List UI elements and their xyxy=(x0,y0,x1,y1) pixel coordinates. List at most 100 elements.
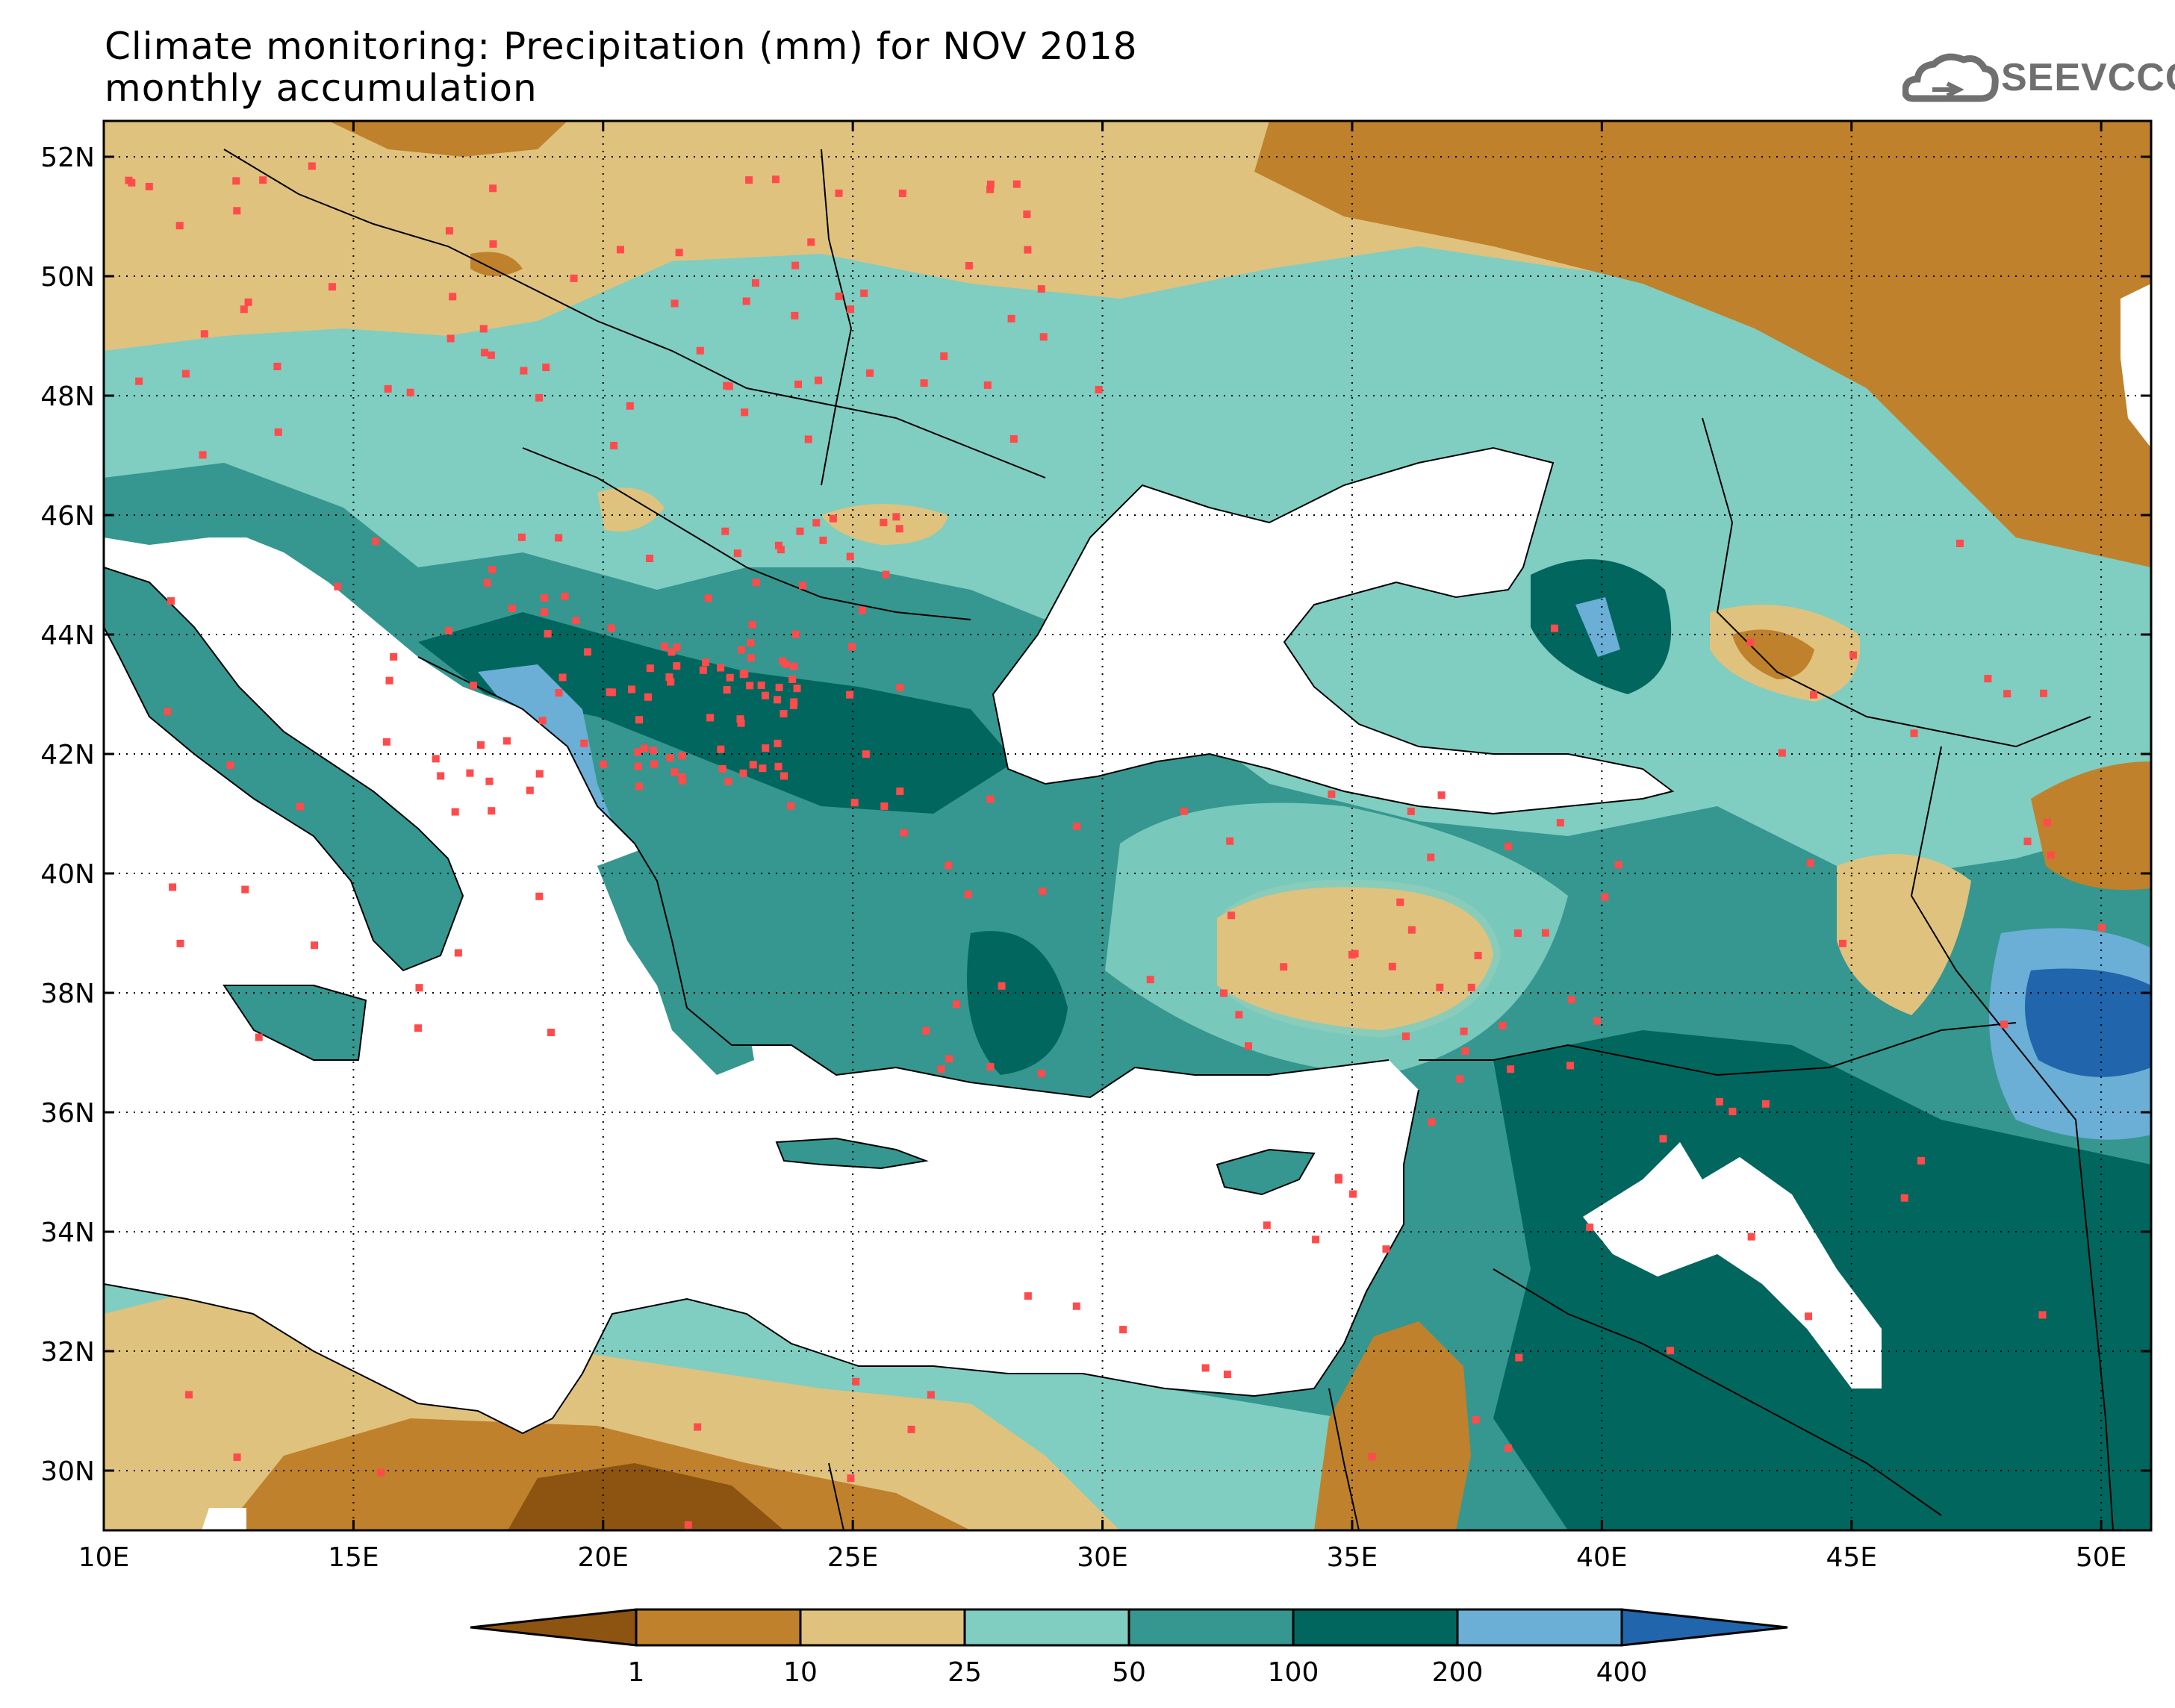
station-marker xyxy=(1396,898,1404,906)
latitude-labels: 30N 32N 34N 36N 38N 40N 42N 44N 46N 48N 50N 52N xyxy=(40,143,95,1487)
lat-tick-label: 38N xyxy=(40,979,95,1009)
no-data-libya-south xyxy=(202,1508,246,1530)
station-marker xyxy=(670,768,679,776)
station-marker xyxy=(1119,1326,1127,1334)
field-1-10-north xyxy=(329,121,567,157)
station-marker xyxy=(940,352,948,361)
lat-tick-label: 42N xyxy=(40,740,95,770)
station-marker xyxy=(880,518,888,526)
station-marker xyxy=(437,772,445,780)
station-marker xyxy=(1263,1221,1271,1229)
station-marker xyxy=(1541,929,1549,937)
station-marker xyxy=(1428,1118,1436,1126)
colorbar-label: 100 xyxy=(1268,1657,1319,1688)
station-marker xyxy=(1012,180,1021,188)
station-marker xyxy=(771,175,780,184)
station-marker xyxy=(1348,950,1356,959)
colorbar-low-arrow xyxy=(470,1608,638,1647)
station-marker xyxy=(390,652,398,661)
station-marker xyxy=(774,739,782,747)
station-marker xyxy=(558,673,567,682)
field-1-10-northeast xyxy=(1254,121,2151,567)
station-marker xyxy=(945,861,953,870)
station-marker xyxy=(334,582,342,590)
station-marker xyxy=(414,1024,422,1032)
station-marker xyxy=(699,666,707,674)
graticule xyxy=(104,121,2151,1530)
station-marker xyxy=(761,691,769,699)
map-subtitle: monthly accumulation xyxy=(105,66,538,110)
station-marker xyxy=(2003,690,2011,698)
station-marker xyxy=(296,802,304,811)
station-marker xyxy=(547,1029,555,1037)
lat-tick-label: 50N xyxy=(40,262,95,293)
field-10-25-hungary xyxy=(597,487,665,532)
colorbar-segment xyxy=(1292,1608,1459,1647)
station-marker xyxy=(848,643,856,651)
colorbar-segment xyxy=(635,1608,802,1647)
station-marker xyxy=(555,534,563,542)
station-marker xyxy=(244,298,252,306)
station-marker xyxy=(1513,929,1522,938)
station-marker xyxy=(1037,1070,1045,1078)
colorbar: 1 10 25 50 100 200 400 xyxy=(470,1608,1788,1688)
lat-tick-label: 36N xyxy=(40,1098,95,1129)
station-marker xyxy=(702,658,710,667)
station-marker xyxy=(1805,1312,1813,1321)
lon-tick-label: 25E xyxy=(827,1542,879,1573)
station-marker xyxy=(790,662,798,670)
station-marker xyxy=(185,1391,193,1399)
station-marker xyxy=(542,364,550,372)
station-markers xyxy=(125,162,2106,1529)
field-10-25-anatolia-core xyxy=(1217,887,1493,1030)
station-marker xyxy=(1334,1176,1342,1184)
colorbar-label: 1 xyxy=(628,1657,645,1688)
station-marker xyxy=(748,620,756,629)
station-marker xyxy=(1244,1042,1252,1050)
station-marker xyxy=(1201,1364,1210,1372)
station-marker xyxy=(791,261,800,269)
station-marker xyxy=(628,685,636,694)
station-marker xyxy=(1312,1235,1320,1244)
black-sea xyxy=(993,448,1673,814)
station-marker xyxy=(634,748,642,756)
station-marker xyxy=(736,715,744,723)
station-marker xyxy=(226,761,234,770)
colorbar-segment xyxy=(799,1608,966,1647)
station-marker xyxy=(673,662,681,670)
station-marker xyxy=(1223,1371,1231,1379)
station-marker xyxy=(846,552,854,561)
station-marker xyxy=(774,696,782,704)
station-marker xyxy=(668,648,676,656)
station-marker xyxy=(600,760,608,768)
station-marker xyxy=(2047,851,2055,859)
station-marker xyxy=(384,384,392,393)
colorbar-label: 400 xyxy=(1596,1657,1648,1688)
station-marker xyxy=(580,739,588,747)
station-marker xyxy=(328,283,336,291)
station-marker xyxy=(233,207,241,215)
station-marker xyxy=(780,772,788,780)
station-marker xyxy=(1073,822,1081,830)
colorbar-segment xyxy=(963,1608,1130,1647)
field-200-400-georgia xyxy=(1575,597,1620,657)
station-marker xyxy=(986,185,995,193)
station-marker xyxy=(635,716,643,724)
station-marker xyxy=(777,546,785,554)
station-marker xyxy=(927,1391,935,1399)
station-marker xyxy=(644,693,652,701)
station-marker xyxy=(694,1423,702,1431)
station-marker xyxy=(661,642,669,650)
lat-tick-label: 40N xyxy=(40,859,95,890)
station-marker xyxy=(684,1521,692,1529)
station-marker xyxy=(678,752,686,760)
station-marker xyxy=(508,604,516,612)
station-marker xyxy=(1007,314,1015,322)
seevccc-logo: SEEVCCC xyxy=(2001,56,2175,99)
station-marker xyxy=(616,246,624,254)
station-marker xyxy=(432,755,440,763)
lon-tick-label: 30E xyxy=(1077,1542,1128,1573)
station-marker xyxy=(1900,1194,1908,1202)
station-marker xyxy=(726,673,734,682)
